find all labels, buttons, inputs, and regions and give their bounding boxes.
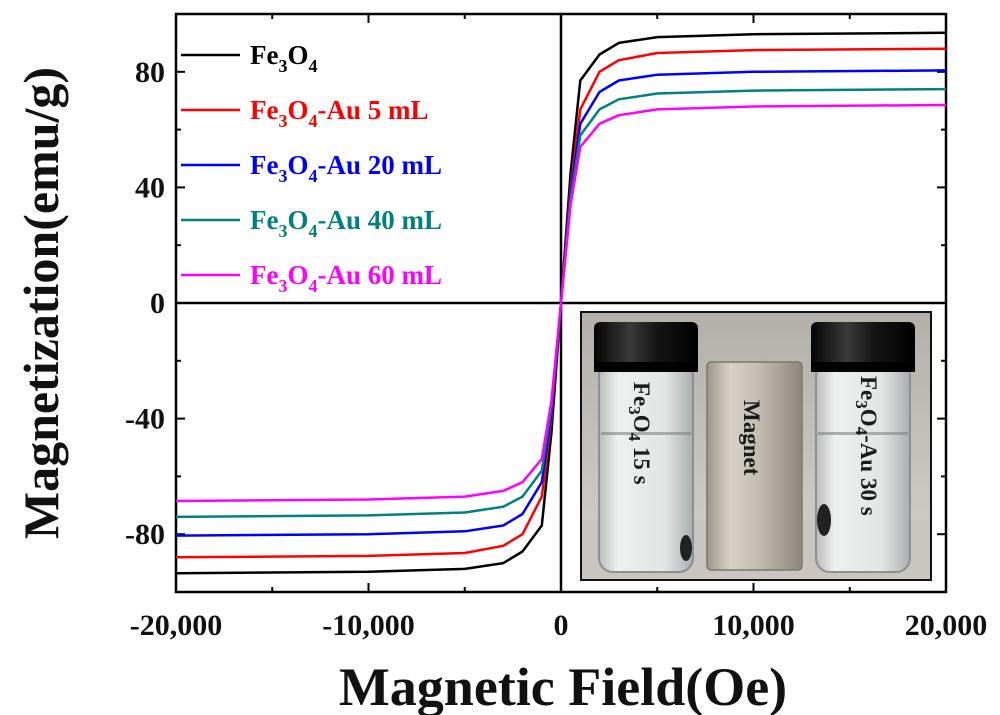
x-tick-label: 0 [554, 609, 569, 642]
right-vial-cap-ring [811, 362, 915, 372]
legend-entry: Fe3O4 [250, 40, 318, 76]
right-vial-cap [811, 322, 915, 372]
legend: Fe3O4 Fe3O4-Au 5 mL Fe3O4-Au 20 mL Fe3O4-Au… [181, 40, 442, 296]
left-vial-cap-ring [594, 362, 698, 372]
legend-entry: Fe3O4-Au 60 mL [250, 260, 442, 296]
left-vial-particles [680, 535, 692, 561]
x-tick-label: -20,000 [130, 609, 223, 642]
x-axis-title: Magnetic Field(Oe) [339, 657, 787, 715]
left-vial-cap [594, 322, 698, 372]
right-vial-liquid-line [818, 432, 908, 435]
y-axis-title: Magnetization(emu/g) [13, 67, 69, 539]
legend-entry: Fe3O4-Au 40 mL [250, 205, 442, 241]
x-tick-label: 10,000 [712, 609, 795, 642]
y-tick-label: -80 [125, 518, 165, 551]
legend-entry: Fe3O4-Au 20 mL [250, 150, 442, 186]
x-tick-label: -10,000 [322, 609, 415, 642]
data-series [175, 31, 947, 575]
left-vial-label: Fe3O4 15 s [625, 382, 654, 485]
legend-entry: Fe3O4-Au 5 mL [250, 95, 429, 131]
magnet-block [706, 361, 803, 571]
y-tick-label: 0 [150, 287, 165, 320]
y-tick-label: 40 [135, 171, 165, 204]
tick-labels: -20,000 -10,000 0 10,000 20,000 -80 -40 0 40 80 [125, 56, 987, 642]
right-vial [811, 322, 915, 573]
left-vial-liquid-line [601, 432, 691, 435]
x-tick-label: 20,000 [905, 609, 988, 642]
magnet-label: Magnet [739, 400, 764, 476]
series-line [175, 103, 947, 503]
y-tick-label: 80 [135, 56, 165, 89]
inset-photo: Fe3O4 15 s Magnet Fe3O4-Au 30 s [580, 311, 932, 581]
left-vial [594, 322, 698, 573]
axes [174, 12, 948, 594]
right-vial-particles [817, 504, 831, 536]
right-vial-label: Fe3O4-Au 30 s [852, 376, 881, 516]
y-tick-label: -40 [125, 403, 165, 436]
